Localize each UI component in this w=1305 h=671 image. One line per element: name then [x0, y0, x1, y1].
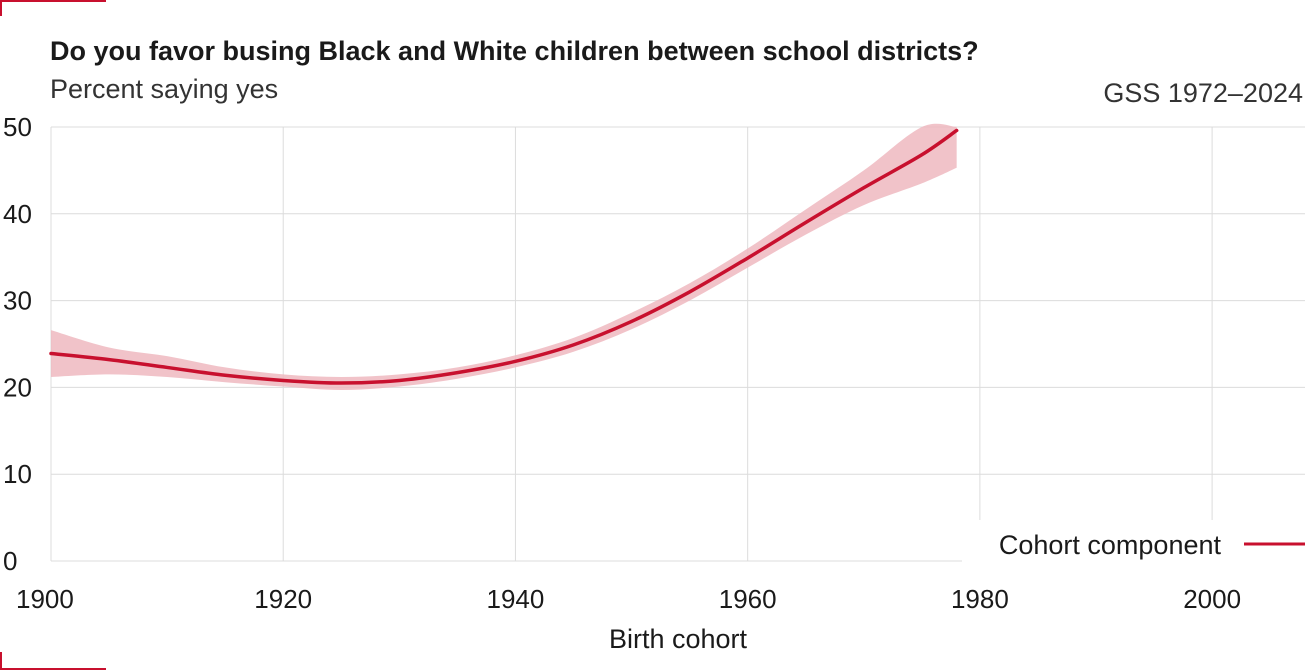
- top-corner-mark-vertical: [0, 0, 2, 16]
- chart-title: Do you favor busing Black and White chil…: [50, 36, 979, 66]
- x-axis-ticks: 1900 1920 1940 1960 1980 2000: [16, 584, 1241, 614]
- legend: Cohort component: [962, 520, 1305, 566]
- x-tick-label-1960: 1960: [719, 584, 777, 614]
- x-tick-label-1920: 1920: [254, 584, 312, 614]
- y-tick-label-10: 10: [3, 459, 32, 489]
- chart-subtitle: Percent saying yes: [50, 74, 279, 104]
- legend-label: Cohort component: [999, 530, 1222, 560]
- y-tick-label-30: 30: [3, 286, 32, 316]
- data-source-label: GSS 1972–2024: [1103, 78, 1303, 108]
- grid-lines: [50, 126, 1305, 562]
- x-tick-label-2000: 2000: [1183, 584, 1241, 614]
- y-tick-label-0: 0: [3, 546, 17, 576]
- series-lines-group: [49, 128, 959, 385]
- x-axis-title: Birth cohort: [609, 624, 748, 654]
- confidence-band-group: [51, 123, 957, 391]
- bottom-corner-mark: [0, 668, 106, 670]
- x-tick-label-1900: 1900: [16, 584, 74, 614]
- confidence-band-series-0: [51, 123, 957, 391]
- series-line-0: [49, 128, 959, 385]
- y-tick-label-50: 50: [3, 112, 32, 142]
- y-tick-label-40: 40: [3, 199, 32, 229]
- x-tick-label-1940: 1940: [487, 584, 545, 614]
- bottom-corner-mark-vertical: [0, 652, 2, 669]
- top-corner-mark: [0, 0, 106, 2]
- x-tick-label-1980: 1980: [951, 584, 1009, 614]
- y-axis-ticks: 0 10 20 30 40 50: [3, 112, 32, 576]
- y-tick-label-20: 20: [3, 372, 32, 402]
